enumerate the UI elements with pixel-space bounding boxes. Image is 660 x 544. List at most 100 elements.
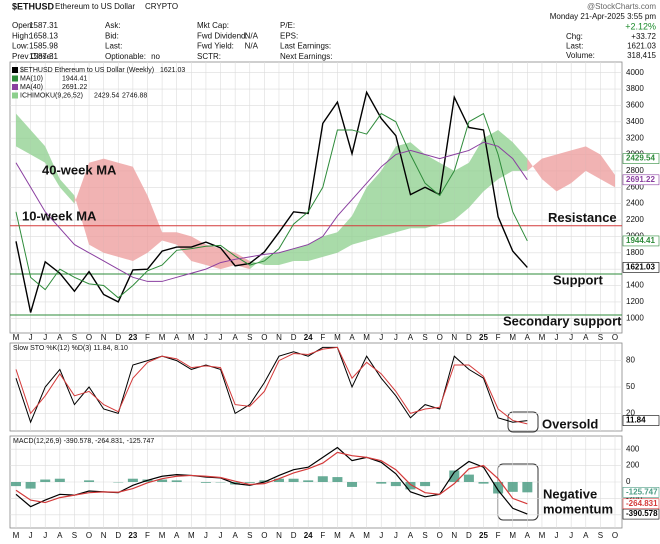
y-tick-label: 400 [626, 444, 640, 453]
series-line [15, 141, 528, 282]
x-tick-label: A [408, 333, 414, 342]
x-tick-label: S [422, 531, 427, 540]
series-line [15, 112, 528, 299]
cloud-segment [366, 170, 382, 241]
histogram-bar [171, 480, 182, 482]
histogram-bar [478, 482, 489, 484]
x-tick-label: O [612, 333, 618, 342]
x-tick-label: J [43, 333, 47, 342]
histogram-bar [332, 477, 343, 482]
x-tick-label: M [188, 531, 195, 540]
x-tick-label: N [451, 333, 457, 342]
x-tick-label: D [466, 333, 472, 342]
quote-label: Last: [566, 42, 583, 51]
x-tick-label: J [379, 531, 383, 540]
legend-swatch [12, 84, 18, 90]
field-value: 1587.31 [29, 52, 58, 61]
x-tick-label: J [29, 531, 33, 540]
x-tick-label: A [349, 333, 355, 342]
x-tick-label: O [261, 531, 267, 540]
histogram-bar [259, 480, 270, 482]
x-tick-label: M [509, 531, 516, 540]
y-tick-label: 2200 [626, 215, 644, 224]
histogram-bar [420, 482, 431, 487]
x-tick-label: M [13, 531, 20, 540]
cloud-segment [556, 150, 572, 192]
legend-value: 1621.03 [160, 67, 185, 74]
symbol: $ETHUSD [12, 1, 55, 11]
x-tick-label: M [539, 333, 546, 342]
x-tick-label: 25 [479, 333, 488, 342]
field-label: SCTR: [197, 52, 221, 61]
cloud-segment [527, 158, 542, 180]
x-tick-label: J [43, 531, 47, 540]
histogram-bar [244, 482, 255, 483]
x-tick-label: N [101, 333, 107, 342]
histogram-bar [11, 482, 21, 487]
x-tick-label: A [583, 333, 589, 342]
x-tick-label: J [555, 531, 559, 540]
x-tick-label: D [115, 333, 121, 342]
cloud-segment [278, 248, 294, 266]
histogram-bar [54, 478, 65, 482]
x-tick-label: N [276, 333, 282, 342]
x-tick-label: M [509, 333, 516, 342]
histogram-bar [288, 478, 299, 482]
legend-value: 2691.22 [62, 84, 87, 91]
y-tick-label: 2800 [626, 166, 644, 175]
annotation: Oversold [542, 416, 598, 431]
annotation: 10-week MA [22, 208, 97, 223]
annotation: 40-week MA [42, 162, 117, 177]
x-tick-label: N [276, 531, 282, 540]
pct-change: +2.12% [625, 21, 656, 31]
cloud-segment [74, 162, 90, 245]
x-tick-label: J [569, 333, 573, 342]
level-label: Support [553, 272, 603, 287]
x-tick-label: D [466, 531, 472, 540]
x-tick-label: S [247, 333, 252, 342]
level-label: Resistance [548, 210, 617, 225]
x-tick-label: S [247, 531, 252, 540]
x-tick-label: J [394, 333, 398, 342]
y-tick-label: -200 [626, 494, 643, 503]
field-label: Next Earnings: [280, 52, 332, 61]
last-value-label: 11.84 [626, 416, 646, 425]
x-tick-label: M [539, 531, 546, 540]
x-tick-label: M [159, 333, 166, 342]
last-value-box [622, 508, 660, 520]
y-tick-label: 200 [626, 461, 640, 470]
cloud-segment [410, 142, 426, 229]
x-tick-label: S [72, 333, 77, 342]
legend: MACD(12,26,9) -390.578, -264.831, -125.7… [13, 438, 154, 445]
x-tick-label: D [291, 333, 297, 342]
cloud-segment [205, 244, 221, 270]
y-tick-label: 50 [626, 382, 635, 391]
cloud-segment [249, 256, 265, 270]
x-tick-label: O [86, 333, 92, 342]
cloud-segment [147, 195, 163, 253]
last-value-box [622, 174, 660, 186]
name: Ethereum to US Dollar [55, 2, 135, 11]
histogram-bar [84, 480, 95, 482]
histogram-bar [376, 482, 387, 484]
field-label: Open: [12, 21, 34, 30]
last-value-label: -125.747 [626, 487, 658, 496]
series-line [15, 451, 528, 505]
last-value-box [622, 235, 660, 247]
legend-name: MA(10) [20, 75, 43, 82]
legend-name: ICHIMOKU(9,26,52) [20, 92, 83, 99]
x-tick-label: F [496, 531, 501, 540]
cloud-segment [585, 146, 601, 180]
x-tick-label: 24 [304, 531, 313, 540]
cloud-segment [322, 232, 338, 257]
x-tick-label: A [174, 531, 180, 540]
legend-value: 2746.88 [122, 92, 147, 99]
field-value: N/A [245, 31, 259, 40]
x-tick-label: O [437, 531, 443, 540]
legend: Slow STO %K(12) %D(3) 11.84, 8.10 [13, 345, 128, 352]
field-label: Last: [105, 42, 122, 51]
histogram-bar [200, 482, 211, 483]
field-label: Last Earnings: [280, 42, 331, 51]
y-tick-label: 3200 [626, 133, 644, 142]
x-tick-label: M [13, 333, 20, 342]
